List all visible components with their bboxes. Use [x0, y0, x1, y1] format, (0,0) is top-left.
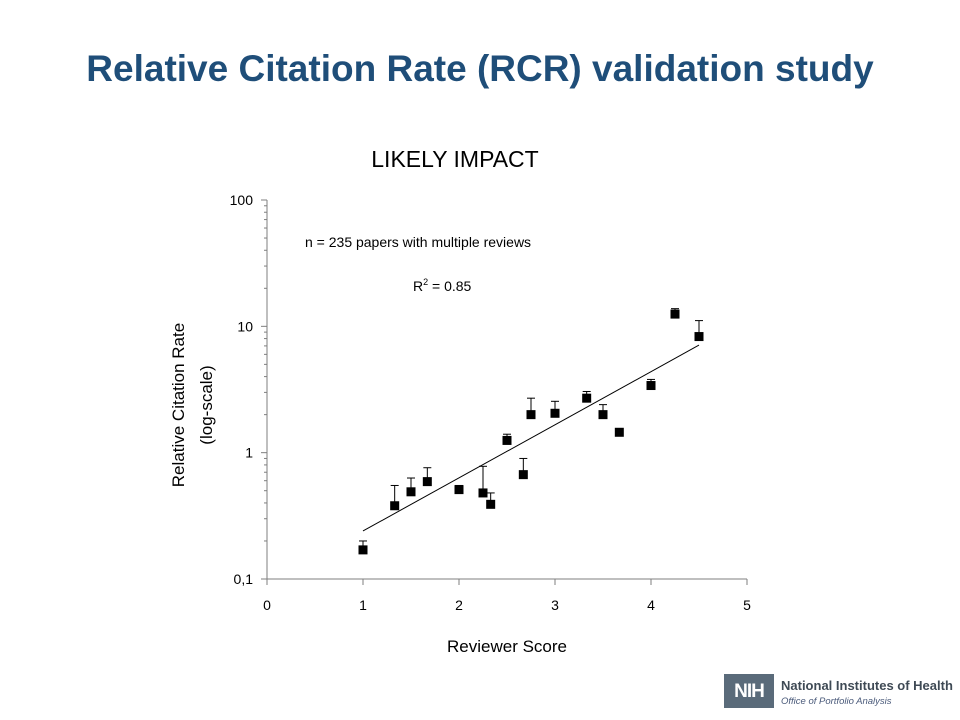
y-axis-label-line-2: (log-scale): [197, 365, 216, 444]
data-point: [518, 470, 528, 480]
x-tick-label: 5: [743, 597, 751, 613]
y-tick-label: 10: [237, 318, 253, 334]
data-point: [694, 332, 704, 342]
data-point: [486, 499, 496, 509]
data-point: [614, 427, 624, 437]
nih-logo-box: NIH: [724, 674, 774, 708]
x-tick-label: 4: [647, 597, 655, 613]
x-tick-label: 1: [359, 597, 367, 613]
data-point: [598, 410, 608, 420]
nih-name: National Institutes of Health: [781, 678, 953, 693]
data-point: [358, 545, 368, 555]
data-point: [390, 501, 400, 511]
y-axis-label-line-1: Relative Citation Rate: [169, 323, 188, 487]
data-point: [646, 381, 656, 391]
data-point: [582, 393, 592, 403]
x-tick-label: 0: [263, 597, 271, 613]
sample-size-annotation: n = 235 papers with multiple reviews: [305, 234, 531, 250]
nih-logo: NIH National Institutes of Health Office…: [724, 672, 953, 712]
x-tick-label: 2: [455, 597, 463, 613]
data-point: [670, 309, 680, 319]
data-point: [478, 488, 488, 498]
data-point: [550, 408, 560, 418]
trendline: [362, 344, 700, 532]
data-point: [454, 485, 464, 495]
nih-logo-text: NIH: [734, 681, 765, 702]
x-tick-label: 3: [551, 597, 559, 613]
y-tick-label: 100: [230, 192, 254, 208]
data-point: [526, 410, 536, 420]
data-point: [502, 435, 512, 445]
r-squared-annotation: R2 = 0.85: [413, 277, 472, 294]
y-tick-label: 1: [245, 445, 253, 461]
x-axis-label: Reviewer Score: [447, 637, 567, 656]
chart-title: LIKELY IMPACT: [371, 146, 539, 172]
nih-office: Office of Portfolio Analysis: [781, 696, 892, 707]
page-title: Relative Citation Rate (RCR) validation …: [86, 48, 874, 89]
data-point: [422, 477, 432, 487]
y-tick-label: 0,1: [234, 571, 254, 587]
data-point: [406, 487, 416, 497]
